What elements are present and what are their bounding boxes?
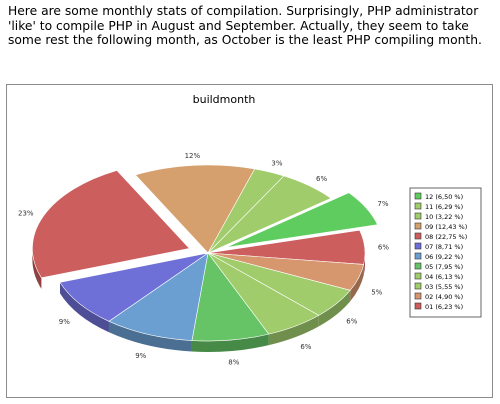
legend-label-06: 06 (9,22 %) [425,253,463,261]
legend-swatch-10 [415,213,421,219]
chart-frame: 6% 5% 6% 6% 8% 9% 9% 23% 12% 3% 6% 7% buildmonth 12… [6,84,493,398]
legend-swatch-01 [415,303,421,309]
legend-label-09: 09 (12,43 %) [425,223,467,231]
slice-label-09: 12% [185,152,201,160]
legend-label-03: 03 (5,55 %) [425,283,463,291]
legend-swatch-09 [415,223,421,229]
legend-label-01: 01 (6,23 %) [425,303,463,311]
legend-swatch-02 [415,293,421,299]
slice-label-08: 23% [18,209,34,217]
slice-label-07: 9% [59,318,70,326]
legend-label-02: 02 (4,90 %) [425,293,463,301]
legend-label-08: 08 (22,75 %) [425,233,467,241]
legend-label-11: 11 (6,29 %) [425,203,463,211]
pie-chart: 6% 5% 6% 6% 8% 9% 9% 23% 12% 3% 6% 7% buildmonth 12… [7,85,492,397]
slice-label-03: 6% [346,318,357,326]
slice-label-05: 8% [228,358,239,366]
slice-label-01: 6% [378,244,389,252]
legend-label-05: 05 (7,95 %) [425,263,463,271]
slice-label-04: 6% [300,343,311,351]
legend-swatch-08 [415,233,421,239]
legend-swatch-06 [415,253,421,259]
slice-label-12: 7% [377,200,388,208]
chart-title: buildmonth [193,93,256,106]
legend-label-12: 12 (6,50 %) [425,193,463,201]
legend: 12 (6,50 %) 11 (6,29 %) 10 (3,22 %) 09 (12,… [410,188,481,317]
legend-swatch-04 [415,273,421,279]
slice-label-11: 6% [316,175,327,183]
legend-swatch-11 [415,203,421,209]
slice-label-02: 5% [371,289,382,297]
legend-swatch-03 [415,283,421,289]
slice-label-10: 3% [271,159,282,167]
legend-label-10: 10 (3,22 %) [425,213,463,221]
legend-label-07: 07 (8,71 %) [425,243,463,251]
legend-swatch-07 [415,243,421,249]
slice-label-06: 9% [135,352,146,360]
legend-label-04: 04 (6,13 %) [425,273,463,281]
legend-swatch-05 [415,263,421,269]
intro-paragraph: Here are some monthly stats of compilati… [8,4,492,48]
legend-swatch-12 [415,193,421,199]
